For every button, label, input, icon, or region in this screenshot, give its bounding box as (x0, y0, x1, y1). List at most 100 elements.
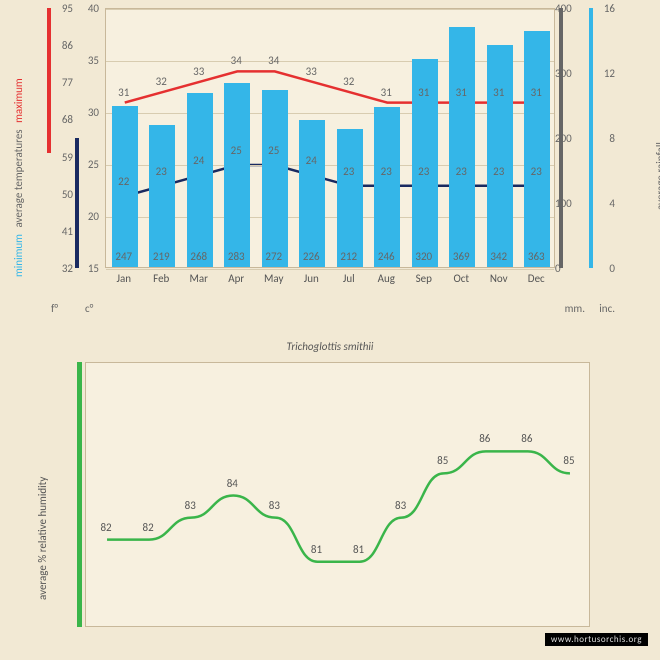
rainfall-bar (224, 83, 250, 267)
in-tick: 0 (593, 262, 615, 275)
min-temp-value: 23 (521, 165, 551, 178)
rainfall-bar (262, 90, 288, 267)
f-tick: 77 (53, 76, 73, 89)
mm-tick: 100 (555, 197, 585, 210)
min-temp-value: 25 (259, 144, 289, 157)
month-label: Aug (369, 272, 403, 285)
max-temp-value: 33 (184, 65, 214, 78)
month-label: Feb (144, 272, 178, 285)
rainfall-bar (374, 107, 400, 267)
f-tick: 59 (53, 151, 73, 164)
min-temp-value: 23 (446, 165, 476, 178)
c-tick: 20 (79, 210, 99, 223)
humidity-value: 86 (512, 432, 542, 445)
rainfall-value: 219 (144, 250, 178, 263)
rainfall-value: 268 (182, 250, 216, 263)
month-label: Oct (444, 272, 478, 285)
rainfall-value: 320 (407, 250, 441, 263)
rainfall-value: 246 (369, 250, 403, 263)
min-temp-value: 22 (109, 175, 139, 188)
rainfall-bar (449, 27, 475, 267)
humidity-value: 82 (91, 521, 121, 534)
unit-f: f° (51, 302, 58, 315)
grid-line (106, 269, 554, 270)
rainfall-value: 247 (107, 250, 141, 263)
humidity-value: 81 (301, 543, 331, 556)
f-tick: 68 (53, 113, 73, 126)
grid-line (106, 9, 554, 10)
in-tick: 4 (593, 197, 615, 210)
maximum-label: maximum (12, 78, 25, 123)
f-tick: 86 (53, 39, 73, 52)
humidity-value: 85 (428, 454, 458, 467)
c-tick: 35 (79, 54, 99, 67)
max-temp-value: 31 (409, 86, 439, 99)
max-temp-value: 31 (446, 86, 476, 99)
c-tick: 30 (79, 106, 99, 119)
humidity-value: 86 (470, 432, 500, 445)
max-temp-value: 32 (334, 75, 364, 88)
month-label: Apr (219, 272, 253, 285)
month-label: Jun (294, 272, 328, 285)
rainfall-axis-label: average rainfall (654, 142, 660, 210)
rainfall-value: 283 (219, 250, 253, 263)
climate-plot-area (105, 8, 555, 268)
humidity-plot-area (85, 362, 590, 627)
rainfall-bar (524, 31, 550, 267)
climate-chart: f° c° mm. inc. 1520253035403241505968778… (45, 8, 615, 318)
rainfall-bar (149, 125, 175, 267)
humidity-value: 85 (554, 454, 584, 467)
humidity-value: 81 (344, 543, 374, 556)
rainfall-value: 363 (519, 250, 553, 263)
humidity-chart: 828283848381818385868685 (45, 362, 605, 627)
min-temp-value: 23 (409, 165, 439, 178)
rainfall-value: 212 (332, 250, 366, 263)
month-label: Jul (332, 272, 366, 285)
min-temp-value: 23 (146, 165, 176, 178)
c-tick: 15 (79, 262, 99, 275)
month-label: Sep (407, 272, 441, 285)
max-temp-value: 33 (296, 65, 326, 78)
mm-tick: 400 (555, 2, 585, 15)
unit-mm: mm. (565, 302, 585, 315)
f-tick: 95 (53, 2, 73, 15)
max-temp-value: 31 (521, 86, 551, 99)
rainfall-bar (337, 129, 363, 267)
month-label: Jan (107, 272, 141, 285)
rainfall-value: 342 (482, 250, 516, 263)
rainfall-bar (299, 120, 325, 267)
rainfall-bar (487, 45, 513, 267)
minimum-label: minimum (12, 234, 25, 277)
in-tick: 12 (593, 67, 615, 80)
max-temp-value: 34 (259, 54, 289, 67)
month-label: Nov (482, 272, 516, 285)
unit-in: inc. (599, 302, 615, 315)
min-temp-value: 23 (334, 165, 364, 178)
watermark: www.hortusorchis.org (545, 633, 648, 646)
in-tick: 8 (593, 132, 615, 145)
humidity-line-svg (86, 363, 591, 628)
max-temp-value: 31 (109, 86, 139, 99)
species-title: Trichoglottis smithii (0, 340, 660, 353)
rainfall-value: 226 (294, 250, 328, 263)
f-tick: 41 (53, 225, 73, 238)
month-label: May (257, 272, 291, 285)
humidity-value: 83 (386, 499, 416, 512)
min-temp-value: 24 (296, 154, 326, 167)
rainfall-bar (187, 93, 213, 267)
f-axis-bar (47, 8, 51, 153)
humidity-value: 84 (217, 477, 247, 490)
min-temp-value: 25 (221, 144, 251, 157)
month-label: Dec (519, 272, 553, 285)
max-temp-value: 34 (221, 54, 251, 67)
c-tick: 25 (79, 158, 99, 171)
min-temp-value: 24 (184, 154, 214, 167)
avg-temp-label: average temperatures (12, 125, 25, 231)
mm-tick: 300 (555, 67, 585, 80)
max-temp-value: 32 (146, 75, 176, 88)
in-tick: 16 (593, 2, 615, 15)
rainfall-value: 369 (444, 250, 478, 263)
unit-c: c° (85, 302, 93, 315)
month-label: Mar (182, 272, 216, 285)
humidity-value: 83 (259, 499, 289, 512)
